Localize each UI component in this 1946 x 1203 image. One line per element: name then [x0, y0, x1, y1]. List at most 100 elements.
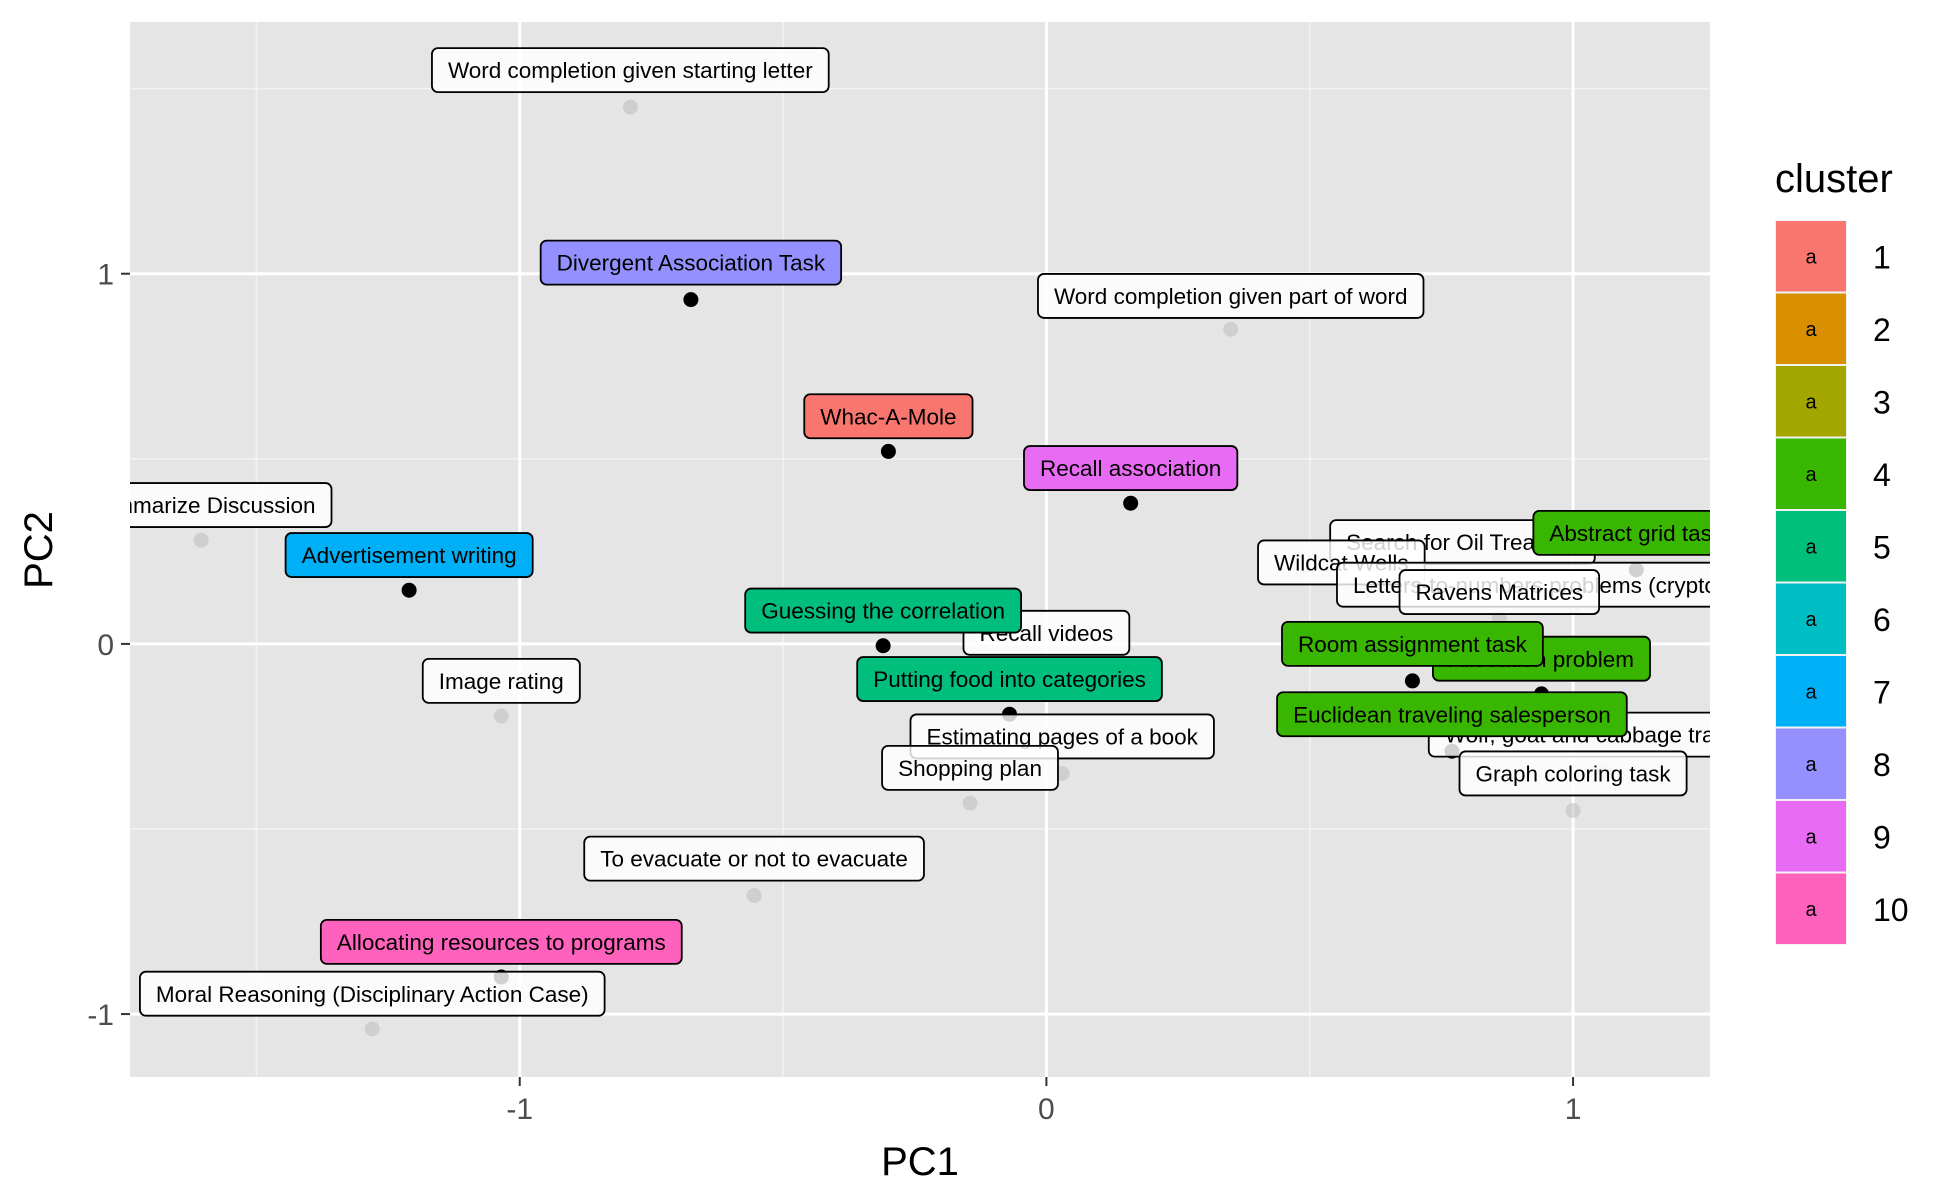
point-label-text: Guessing the correlation — [761, 599, 1005, 624]
point-label-box — [1532, 509, 1710, 556]
x-axis-title: PC1 — [881, 1140, 959, 1184]
legend-key-swatch — [1776, 583, 1846, 654]
point-label-box — [421, 658, 581, 704]
point-label-box — [284, 532, 534, 578]
y-tick-label: -1 — [87, 999, 114, 1032]
point-label-text: Euclidean traveling salesperson — [1293, 702, 1611, 727]
data-point — [493, 708, 509, 724]
legend-key-swatch — [1776, 873, 1846, 944]
point-label-box — [881, 745, 1059, 791]
point-label-box — [583, 835, 925, 882]
ticks-layer: -1 0 1 -1 0 1 — [87, 259, 1581, 1126]
point-label: Euclidean traveling salesperson — [1276, 691, 1628, 738]
point-label-text: Advertisement writing — [302, 543, 517, 568]
point-label: Advertisement writing — [284, 532, 534, 578]
legend-item-label: 3 — [1873, 384, 1891, 420]
point-label: Shopping plan — [881, 745, 1059, 791]
legend-item-label: 7 — [1873, 674, 1891, 710]
point-label: Word completion given starting letter — [431, 47, 830, 94]
point-label: Recall association — [1023, 445, 1239, 491]
point-label-text: Room assignment task — [1298, 632, 1528, 657]
point-label: Abstract grid task — [1532, 509, 1724, 556]
legend-key-glyph: a — [1805, 681, 1817, 703]
point-label: Allocating resources to programs — [319, 918, 683, 965]
legend-key-glyph: a — [1805, 754, 1817, 776]
data-point — [962, 795, 978, 811]
legend-title: cluster — [1775, 157, 1893, 201]
legend-item-label: 4 — [1873, 457, 1891, 493]
legend-key-glyph: a — [1805, 464, 1817, 486]
legend-key-swatch — [1776, 221, 1846, 292]
point-label-text: Summarize Discussion — [87, 493, 316, 518]
x-tick-label: -1 — [506, 1093, 533, 1126]
data-point — [622, 99, 638, 115]
y-tick-label: 0 — [97, 629, 114, 662]
legend: cluster a 1a 2a 3a 4a 5a 6a 7a 8a 9a 10 — [1775, 157, 1909, 945]
point-label-text: To evacuate or not to evacuate — [600, 847, 908, 872]
point-label-box — [744, 587, 1022, 634]
legend-key-swatch — [1776, 293, 1846, 364]
data-point — [1404, 673, 1420, 689]
point-label-box — [1037, 273, 1425, 319]
point-label-text: Graph coloring task — [1476, 762, 1672, 787]
legend-key-glyph: a — [1805, 826, 1817, 848]
point-label-text: Abstract grid task — [1549, 521, 1724, 546]
point-label-text: Ravens Matrices — [1416, 580, 1584, 605]
data-point — [683, 292, 699, 308]
point-label-text: Allocating resources to programs — [337, 930, 666, 955]
point-label-box — [1458, 750, 1688, 797]
point-label-text: Whac-A-Mole — [820, 404, 956, 429]
point-label: Putting food into categories — [856, 656, 1163, 702]
y-axis-title: PC2 — [17, 511, 61, 589]
data-point — [746, 888, 762, 904]
point-label: Divergent Association Task — [539, 239, 843, 286]
point-label-text: Putting food into categories — [873, 667, 1146, 692]
point-label: Guessing the correlation — [744, 587, 1022, 634]
point-label-text: Divergent Association Task — [557, 251, 826, 276]
data-point — [364, 1021, 380, 1037]
legend-item-label: 8 — [1873, 747, 1891, 783]
point-label-box — [1276, 691, 1628, 738]
legend-key-swatch — [1776, 728, 1846, 799]
point-label-box — [130, 482, 333, 528]
legend-item-label: 6 — [1873, 602, 1891, 638]
legend-key-swatch — [1776, 801, 1846, 872]
legend-item: a 10 — [1775, 872, 1909, 945]
point-label-text: Word completion given part of word — [1054, 284, 1408, 309]
legend-key-swatch — [1776, 438, 1846, 509]
point-label: Graph coloring task — [1458, 750, 1688, 797]
legend-key-glyph: a — [1805, 246, 1817, 268]
point-label-text: Recall association — [1040, 456, 1221, 481]
data-point — [875, 638, 891, 654]
data-point — [193, 532, 209, 548]
point-label: Whac-A-Mole — [803, 393, 974, 440]
point-label-text: Image rating — [439, 669, 564, 694]
legend-items: a 1a 2a 3a 4a 5a 6a 7a 8a 9a 10 — [1775, 220, 1909, 945]
point-label-text: Shopping plan — [898, 756, 1042, 781]
x-tick-label: 0 — [1038, 1093, 1055, 1126]
legend-item-label: 5 — [1873, 529, 1891, 565]
point-label-box — [319, 918, 683, 965]
point-label: To evacuate or not to evacuate — [583, 835, 925, 882]
point-label-box — [539, 239, 843, 286]
point-label-box — [1023, 445, 1239, 491]
point-label: Ravens Matrices — [1398, 569, 1601, 615]
legend-key-swatch — [1776, 366, 1846, 437]
point-label-box — [1398, 569, 1601, 615]
point-label-box — [803, 393, 974, 440]
point-label: Image rating — [421, 658, 581, 704]
legend-item-label: 2 — [1873, 312, 1891, 348]
data-point — [1123, 495, 1139, 511]
legend-key-glyph: a — [1805, 609, 1817, 631]
labels-layer: Word completion given starting letter Div… — [87, 47, 1724, 1017]
legend-key-glyph: a — [1805, 391, 1817, 413]
x-tick-label: 1 — [1565, 1093, 1582, 1126]
legend-item-label: 9 — [1873, 819, 1891, 855]
point-label: Room assignment task — [1281, 620, 1544, 667]
